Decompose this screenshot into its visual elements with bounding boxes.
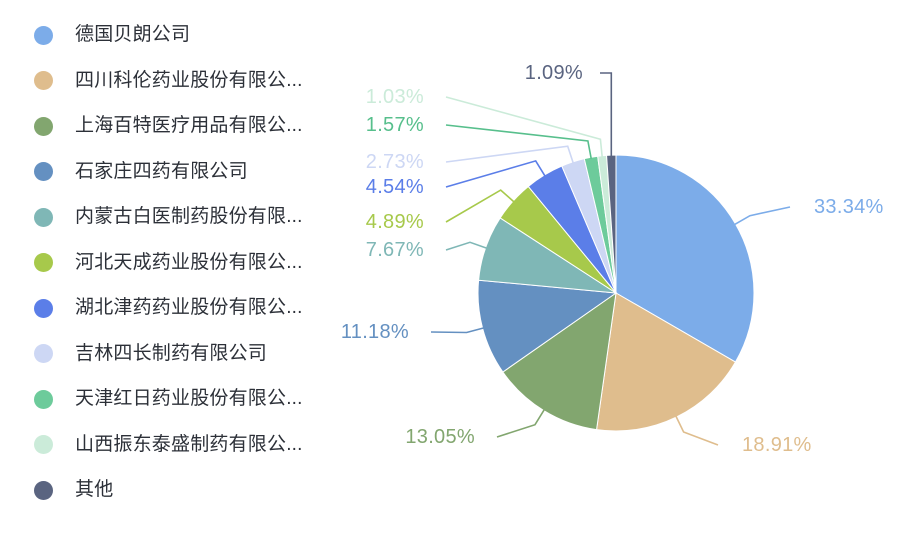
legend-item-label: 德国贝朗公司 <box>75 24 191 45</box>
pie-slice[interactable] <box>561 158 617 294</box>
legend-item-label: 内蒙古白医制药股份有限... <box>75 206 303 227</box>
legend-color-swatch <box>34 25 53 45</box>
legend-item-label: 天津红日药业股份有限公... <box>75 388 303 409</box>
legend-color-swatch <box>34 344 53 363</box>
legend-item[interactable]: 湖北津药药业股份有限公... <box>34 293 303 323</box>
legend-item[interactable]: 山西振东泰盛制药有限公... <box>34 430 303 460</box>
pie-label-leader-line <box>445 241 488 251</box>
pie-label-leader-line <box>496 408 546 438</box>
pie-slice-percent-label: 18.91% <box>742 434 812 456</box>
legend-color-swatch <box>34 207 53 227</box>
legend-item-label: 河北天成药业股份有限公... <box>75 251 303 273</box>
legend-item-label: 四川科伦药业股份有限公... <box>75 69 303 91</box>
legend-item-label: 其他 <box>75 479 114 500</box>
legend-item-label: 湖北津药药业股份有限公... <box>75 297 303 318</box>
legend-color-swatch <box>34 389 53 409</box>
pie-slice[interactable] <box>615 154 755 363</box>
legend-color-swatch <box>34 116 53 136</box>
legend-color-swatch <box>34 162 53 181</box>
legend-item-label: 石家庄四药有限公司 <box>75 160 248 182</box>
legend-item-label: 吉林四长制药有限公司 <box>75 342 268 364</box>
pie-label-leader-line <box>430 327 485 334</box>
legend-item-label: 上海百特医疗用品有限公... <box>75 115 303 136</box>
pie-label-leader-line <box>600 72 613 157</box>
legend-item-label: 山西振东泰盛制药有限公... <box>75 433 303 455</box>
pie-slice-percent-label: 33.34% <box>814 196 884 218</box>
pie-slice[interactable] <box>597 154 617 294</box>
legend-color-swatch <box>34 253 53 272</box>
pie-slice[interactable] <box>477 279 618 373</box>
legend-item[interactable]: 河北天成药业股份有限公... <box>34 248 303 278</box>
pie-label-leader-line <box>445 124 592 159</box>
pie-label-leader-line <box>445 159 546 188</box>
legend-item[interactable]: 石家庄四药有限公司 <box>34 157 248 187</box>
pie-label-leader-line <box>445 96 603 158</box>
pie-label-leader-line <box>445 189 515 223</box>
legend-color-swatch <box>34 298 53 318</box>
legend-item[interactable]: 吉林四长制药有限公司 <box>34 339 267 369</box>
pie-slice[interactable] <box>502 291 617 431</box>
pie-slice-percent-label: 1.09% <box>525 62 583 84</box>
legend-color-swatch <box>34 435 53 454</box>
legend-item[interactable]: 德国贝朗公司 <box>34 20 190 50</box>
pie-label-leader-line <box>445 145 575 164</box>
legend-item[interactable]: 上海百特医疗用品有限公... <box>34 111 303 141</box>
pie-slice[interactable] <box>583 155 617 294</box>
legend-item[interactable]: 内蒙古白医制药股份有限... <box>34 202 303 232</box>
legend-color-swatch <box>34 480 53 500</box>
pie-slice[interactable] <box>527 165 617 294</box>
pie-slice[interactable] <box>595 292 737 432</box>
legend-item[interactable]: 其他 <box>34 475 113 505</box>
pie-slice[interactable] <box>499 185 617 294</box>
chart-legend: 德国贝朗公司四川科伦药业股份有限公... 上海百特医疗用品有限公... 石家庄四药有… <box>0 0 380 536</box>
pie-label-leader-line <box>675 415 719 446</box>
pie-label-leader-line <box>733 206 791 226</box>
pie-slice-percent-label: 13.05% <box>405 426 475 448</box>
pie-slice[interactable] <box>606 154 617 294</box>
pie-slice[interactable] <box>478 217 617 294</box>
legend-color-swatch <box>34 71 53 90</box>
legend-item[interactable]: 四川科伦药业股份有限公... <box>34 66 303 96</box>
legend-item[interactable]: 天津红日药业股份有限公... <box>34 384 303 414</box>
